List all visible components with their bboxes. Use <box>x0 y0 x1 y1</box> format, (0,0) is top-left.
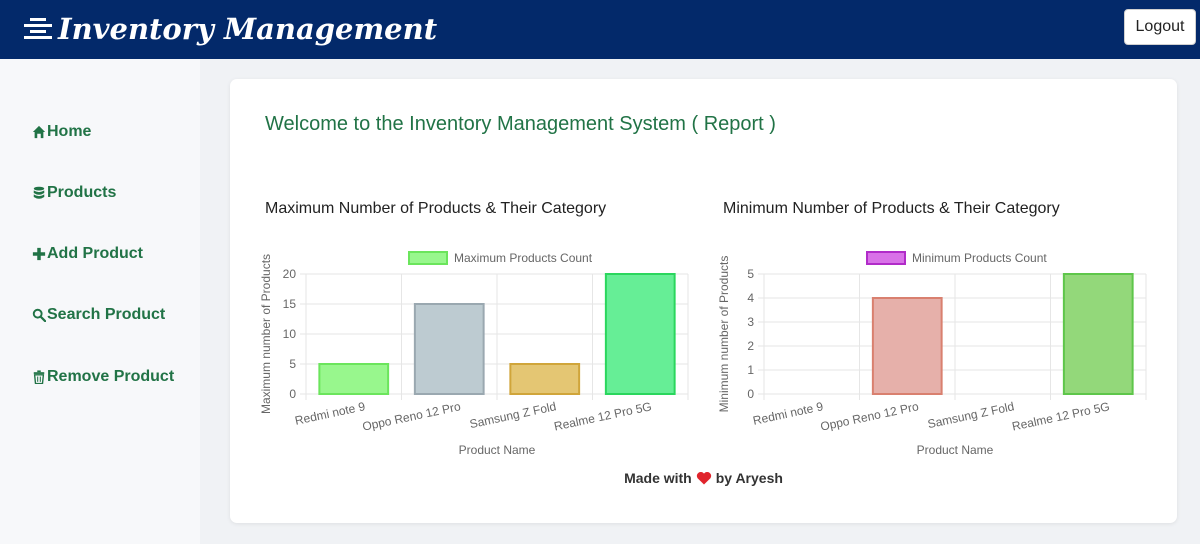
sidebar-item-add-product[interactable]: Add Product <box>32 245 143 263</box>
brand: Inventory Management <box>24 10 437 48</box>
plus-icon <box>32 247 46 261</box>
legend-label: Minimum Products Count <box>912 251 1047 265</box>
y-tick-label: 5 <box>289 357 296 371</box>
sidebar-item-remove-product[interactable]: Remove Product <box>32 368 174 386</box>
bar-realme-12-pro-5g <box>1062 273 1134 395</box>
legend-label: Maximum Products Count <box>454 251 593 265</box>
x-tick-label: Redmi note 9 <box>294 399 367 428</box>
y-tick-label: 0 <box>289 387 296 401</box>
x-axis-title: Product Name <box>459 443 536 457</box>
sidebar-item-label: Home <box>47 123 92 140</box>
top-navbar: Inventory Management Logout <box>0 0 1200 59</box>
y-axis-title: Maximum number of Products <box>259 254 273 414</box>
bar-realme-12-pro-5g <box>604 273 676 395</box>
y-tick-label: 1 <box>747 363 754 377</box>
bar-oppo-reno-12-pro <box>413 303 485 395</box>
sidebar-item-label: Add Product <box>47 245 143 262</box>
y-tick-label: 15 <box>283 297 297 311</box>
max-products-chart: Maximum Products Count 0 5 10 15 20 Redmi note… <box>259 251 689 457</box>
y-tick-label: 2 <box>747 339 754 353</box>
report-card: Welcome to the Inventory Management Syst… <box>230 79 1177 523</box>
x-tick-label: Oppo Reno 12 Pro <box>819 399 920 434</box>
x-tick-label: Samsung Z Fold <box>468 399 557 431</box>
sidebar-item-products[interactable]: Products <box>32 184 116 202</box>
sidebar-item-search-product[interactable]: Search Product <box>32 306 165 324</box>
y-tick-label: 10 <box>283 327 297 341</box>
logout-button[interactable]: Logout <box>1124 9 1196 45</box>
search-icon <box>32 308 46 322</box>
y-axis-title: Minimum number of Products <box>717 256 731 413</box>
x-tick-label: Realme 12 Pro 5G <box>1011 399 1111 433</box>
sidebar-item-label: Remove Product <box>47 368 175 385</box>
y-tick-label: 3 <box>747 315 754 329</box>
app-title: Inventory Management <box>58 12 438 46</box>
y-tick-label: 0 <box>747 387 754 401</box>
heart-icon <box>696 471 711 485</box>
sidebar: Home Products Add Product Search Product… <box>0 59 200 544</box>
footer: Made with by Aryesh <box>230 470 1177 486</box>
y-tick-label: 20 <box>283 267 297 281</box>
bar-samsung-z-fold <box>509 363 581 395</box>
trash-icon <box>33 370 45 384</box>
sidebar-item-home[interactable]: Home <box>32 123 91 141</box>
max-chart-heading: Maximum Number of Products & Their Categ… <box>265 200 607 217</box>
min-products-chart: Minimum Products Count 0 1 2 3 4 5 Redmi note 9… <box>717 251 1147 457</box>
home-icon <box>32 125 46 139</box>
legend-swatch <box>408 251 448 265</box>
sidebar-item-label: Search Product <box>47 306 166 323</box>
chart-legend: Minimum Products Count <box>866 251 1047 265</box>
sidebar-item-label: Products <box>47 184 117 201</box>
footer-suffix: by Aryesh <box>715 470 783 486</box>
x-tick-label: Realme 12 Pro 5G <box>553 399 653 433</box>
bar-oppo-reno-12-pro <box>871 297 943 395</box>
database-icon <box>33 186 45 199</box>
x-tick-label: Oppo Reno 12 Pro <box>361 399 462 434</box>
chart-legend: Maximum Products Count <box>408 251 593 265</box>
footer-prefix: Made with <box>624 470 692 486</box>
menu-bars-icon <box>24 18 52 39</box>
bar-redmi-note-9 <box>318 363 390 395</box>
x-tick-label: Redmi note 9 <box>752 399 825 428</box>
x-tick-label: Samsung Z Fold <box>926 399 1015 431</box>
y-tick-label: 4 <box>747 291 754 305</box>
legend-swatch <box>866 251 906 265</box>
y-tick-label: 5 <box>747 267 754 281</box>
page-title: Welcome to the Inventory Management Syst… <box>265 113 776 135</box>
x-axis-title: Product Name <box>917 443 994 457</box>
min-chart-heading: Minimum Number of Products & Their Categ… <box>723 200 1060 217</box>
